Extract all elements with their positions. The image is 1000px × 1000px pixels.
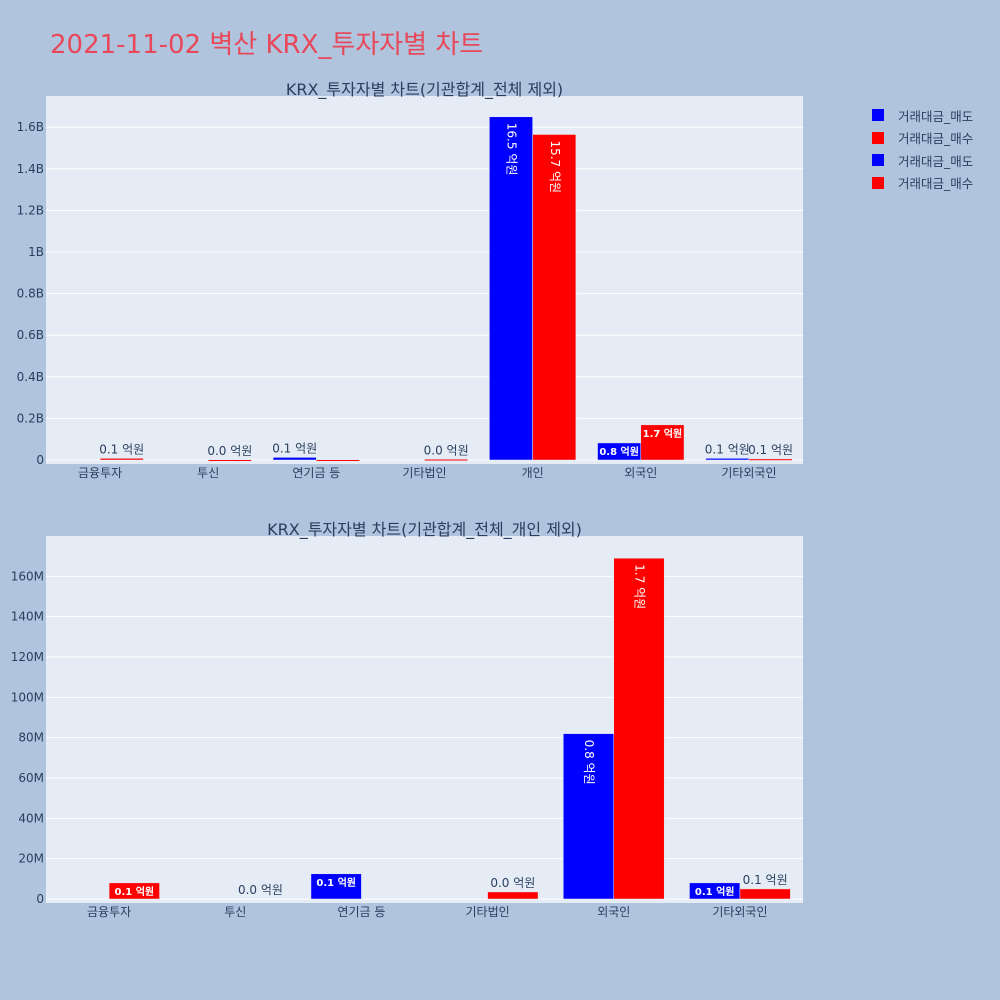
x-tick-label: 기타외국인 (712, 905, 767, 919)
y-tick-label: 100M (11, 690, 44, 704)
data-label: 0.0 억원 (490, 876, 535, 890)
y-tick-label: 40M (18, 811, 44, 825)
x-tick-label: 연기금 등 (292, 466, 340, 480)
data-label: 16.5 억원 (505, 123, 519, 176)
y-tick-label: 0.6B (17, 328, 44, 342)
y-tick-label: 1.2B (17, 203, 44, 217)
bar[interactable] (316, 459, 360, 462)
data-label: 0.1 억원 (99, 442, 144, 456)
y-tick-label: 80M (18, 731, 44, 745)
legend-label: 거래대금_매도 (898, 153, 974, 169)
legend-item[interactable]: 거래대금_매도 (872, 104, 973, 127)
bar[interactable] (532, 134, 577, 461)
x-tick-label: 개인 (522, 466, 544, 480)
legend-swatch (872, 176, 884, 189)
data-label: 0.1 억원 (743, 873, 788, 887)
legend: 거래대금_매도 거래대금_매수 거래대금_매도 거래대금_매수 (872, 104, 973, 194)
data-label: 0.1 억원 (695, 885, 735, 898)
data-label: 0.1 억원 (316, 876, 356, 889)
y-tick-label: 0.2B (17, 411, 44, 425)
bar[interactable] (613, 557, 665, 900)
bar[interactable] (310, 873, 362, 900)
legend-item[interactable]: 거래대금_매수 (872, 172, 973, 195)
y-tick-label: 0 (36, 453, 44, 467)
legend-swatch (872, 109, 884, 122)
x-tick-label: 연기금 등 (337, 905, 385, 919)
y-tick-label: 0.4B (17, 370, 44, 384)
y-tick-label: 1.6B (17, 120, 44, 134)
y-tick-label: 0 (36, 892, 44, 906)
plot-background (46, 536, 803, 903)
bar[interactable] (424, 459, 469, 462)
bar[interactable] (108, 882, 160, 900)
data-label: 0.8 억원 (599, 445, 639, 458)
data-label: 0.1 억원 (748, 443, 793, 457)
plot-background (46, 96, 803, 464)
bar[interactable] (705, 458, 750, 461)
x-tick-label: 외국인 (624, 466, 657, 480)
chart-panel-1: 0 0.2B 0.4B 0.6B 0.8B 1B 1.2B 1.4B 1.6B KRX_투자자별 … (17, 80, 803, 480)
data-label: 0.0 억원 (424, 443, 469, 457)
bar[interactable] (739, 888, 791, 900)
chart-panel-2: 0 20M 40M 60M 80M 100M 120M 140M 160M KRX_투자자별 차트… (11, 520, 803, 919)
y-tick-label: 60M (18, 771, 44, 785)
legend-swatch (872, 154, 884, 167)
y-tick-label: 20M (18, 852, 44, 866)
bar[interactable] (640, 424, 685, 461)
chart-title: KRX_투자자별 차트(기관합계_전체 제외) (286, 80, 563, 100)
x-tick-label: 투신 (224, 905, 246, 919)
y-tick-label: 1.4B (17, 162, 44, 176)
y-tick-label: 120M (11, 650, 44, 664)
legend-label: 거래대금_매수 (898, 176, 974, 192)
bar[interactable] (748, 458, 793, 461)
data-label: 0.0 억원 (238, 883, 283, 897)
data-label: 0.1 억원 (272, 441, 317, 455)
page-title: 2021-11-02 벽산 KRX_투자자별 차트 (50, 30, 484, 60)
bar[interactable] (487, 891, 539, 900)
x-tick-label: 투신 (197, 466, 219, 480)
legend-label: 거래대금_매도 (898, 108, 974, 124)
data-label: 0.8 억원 (582, 740, 596, 785)
data-label: 0.0 억원 (207, 444, 252, 458)
legend-item[interactable]: 거래대금_매수 (872, 127, 973, 150)
legend-item[interactable]: 거래대금_매도 (872, 149, 973, 172)
bar[interactable] (99, 458, 144, 461)
y-tick-label: 0.8B (17, 287, 44, 301)
bar[interactable] (272, 457, 317, 461)
bar[interactable] (489, 116, 533, 461)
legend-swatch (872, 131, 884, 144)
chart-title: KRX_투자자별 차트(기관합계_전체_개인 제외) (267, 520, 582, 540)
y-tick-label: 160M (11, 569, 44, 583)
x-tick-label: 외국인 (597, 905, 630, 919)
legend-label: 거래대금_매수 (898, 131, 974, 147)
data-label: 0.1 억원 (705, 442, 750, 456)
y-tick-label: 140M (11, 610, 44, 624)
bar[interactable] (207, 459, 252, 462)
x-tick-label: 금융투자 (78, 466, 122, 480)
data-label: 1.7 억원 (632, 564, 646, 609)
x-tick-label: 기타법인 (465, 905, 509, 919)
data-label: 1.7 억원 (643, 427, 683, 440)
x-tick-label: 기타법인 (402, 466, 446, 480)
data-label: 0.1 억원 (115, 885, 155, 898)
data-label: 15.7 억원 (548, 140, 562, 193)
y-tick-label: 1B (28, 245, 44, 259)
x-tick-label: 금융투자 (87, 905, 131, 919)
x-tick-label: 기타외국인 (721, 466, 776, 480)
